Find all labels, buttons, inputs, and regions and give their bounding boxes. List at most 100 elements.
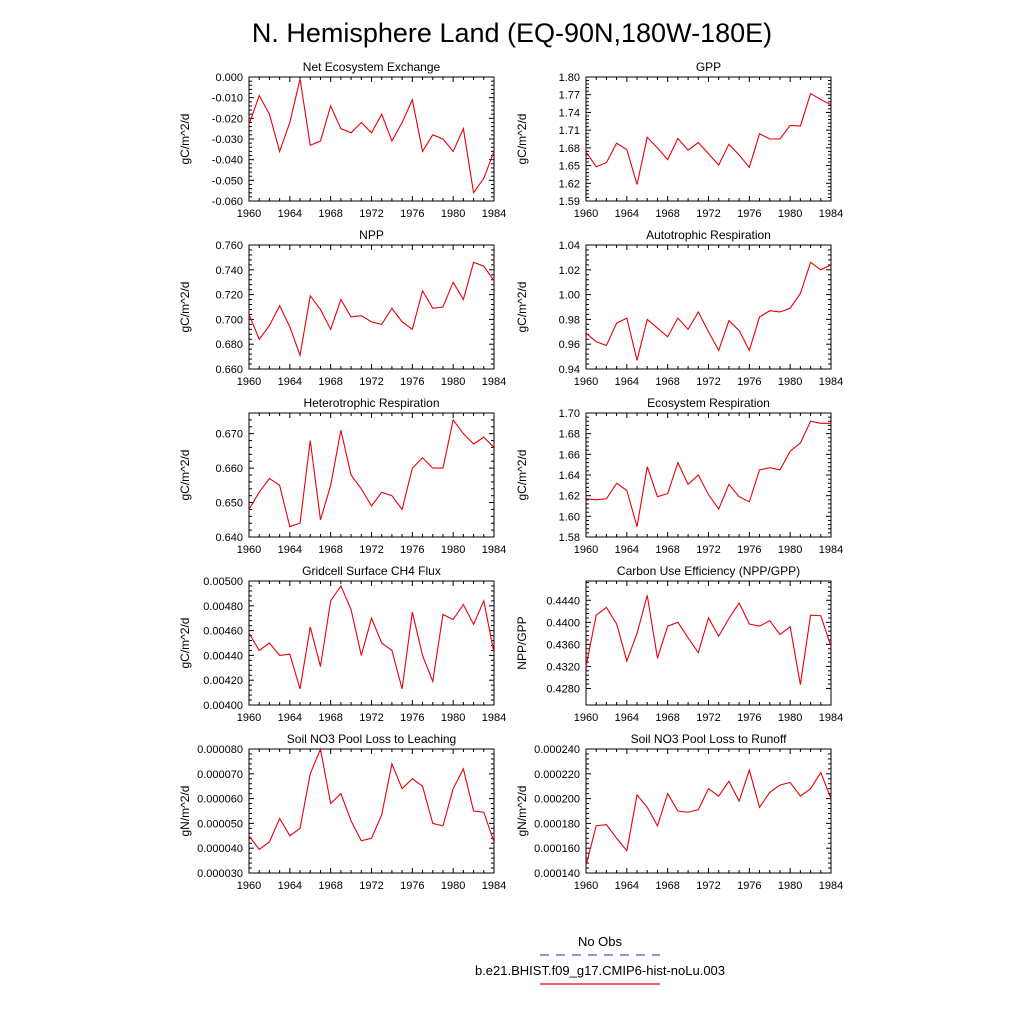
x-tick-label: 1980 bbox=[778, 880, 802, 892]
panel-title: Ecosystem Respiration bbox=[647, 396, 770, 410]
x-tick-label: 1976 bbox=[737, 712, 761, 724]
x-tick-label: 1984 bbox=[482, 712, 506, 724]
x-tick-label: 1976 bbox=[737, 544, 761, 556]
x-tick-label: 1980 bbox=[441, 376, 465, 388]
chart-panel-4: Heterotrophic Respiration gC/m^2/d 1960 196… bbox=[178, 396, 506, 556]
x-tick-label: 1968 bbox=[655, 880, 679, 892]
y-tick-label: 0.000160 bbox=[534, 843, 580, 855]
plot-frame bbox=[585, 76, 832, 202]
y-axis-label: gC/m^2/d bbox=[178, 618, 192, 669]
x-tick-label: 1976 bbox=[737, 880, 761, 892]
x-tick-label: 1960 bbox=[237, 880, 261, 892]
x-tick-label: 1972 bbox=[696, 712, 720, 724]
plot-frame bbox=[585, 580, 832, 706]
y-tick-label: -0.010 bbox=[212, 93, 243, 105]
x-tick-label: 1972 bbox=[696, 376, 720, 388]
x-tick-label: 1980 bbox=[778, 544, 802, 556]
series-line bbox=[248, 261, 495, 358]
x-tick-label: 1960 bbox=[574, 208, 598, 220]
y-tick-label: -0.030 bbox=[212, 134, 243, 146]
x-tick-label: 1984 bbox=[819, 208, 843, 220]
x-tick-label: 1976 bbox=[400, 544, 424, 556]
series-line bbox=[248, 78, 495, 195]
x-tick-label: 1984 bbox=[482, 376, 506, 388]
series-line bbox=[248, 418, 495, 528]
y-tick-label: 1.80 bbox=[559, 72, 580, 84]
series-line bbox=[585, 261, 832, 361]
y-tick-label: 0.00440 bbox=[203, 650, 243, 662]
y-tick-label: 0.000070 bbox=[197, 769, 243, 781]
y-tick-label: 0.660 bbox=[215, 463, 243, 475]
x-tick-label: 1984 bbox=[482, 208, 506, 220]
x-tick-label: 1960 bbox=[574, 544, 598, 556]
y-tick-label: 1.68 bbox=[559, 429, 580, 441]
x-tick-label: 1968 bbox=[318, 376, 342, 388]
x-tick-label: 1960 bbox=[237, 376, 261, 388]
y-tick-label: 0.4400 bbox=[546, 617, 580, 629]
x-tick-label: 1964 bbox=[278, 376, 302, 388]
y-tick-label: 0.00420 bbox=[203, 675, 243, 687]
y-tick-label: 0.670 bbox=[215, 429, 243, 441]
series-line bbox=[585, 768, 832, 866]
chart-panel-6: Gridcell Surface CH4 Flux gC/m^2/d 1960 196… bbox=[178, 564, 506, 724]
y-axis-label: gC/m^2/d bbox=[178, 114, 192, 165]
x-tick-label: 1972 bbox=[359, 880, 383, 892]
y-tick-label: 1.04 bbox=[559, 240, 580, 252]
chart-panel-9: Soil NO3 Pool Loss to Runoff gN/m^2/d 1960… bbox=[515, 732, 843, 892]
x-tick-label: 1972 bbox=[696, 208, 720, 220]
x-tick-label: 1984 bbox=[482, 544, 506, 556]
y-tick-label: 0.00480 bbox=[203, 601, 243, 613]
plot-frame bbox=[248, 748, 495, 874]
x-tick-label: 1968 bbox=[318, 880, 342, 892]
y-tick-label: 0.96 bbox=[559, 339, 580, 351]
x-tick-label: 1968 bbox=[318, 208, 342, 220]
y-tick-label: -0.020 bbox=[212, 113, 243, 125]
panel-title: Net Ecosystem Exchange bbox=[303, 60, 441, 74]
y-tick-label: 0.000220 bbox=[534, 769, 580, 781]
legend-obs-label: No Obs bbox=[578, 934, 623, 949]
x-tick-label: 1972 bbox=[359, 208, 383, 220]
y-tick-label: 0.000 bbox=[215, 72, 243, 84]
x-tick-label: 1960 bbox=[237, 208, 261, 220]
y-tick-label: 0.700 bbox=[215, 314, 243, 326]
x-tick-label: 1964 bbox=[615, 712, 639, 724]
chart-panel-5: Ecosystem Respiration gC/m^2/d 1960 1964 196… bbox=[515, 396, 843, 556]
y-tick-label: 1.59 bbox=[559, 196, 580, 208]
x-tick-label: 1972 bbox=[359, 376, 383, 388]
y-tick-label: 0.000180 bbox=[534, 818, 580, 830]
y-axis-label: NPP/GPP bbox=[515, 616, 529, 669]
x-tick-label: 1964 bbox=[615, 544, 639, 556]
y-tick-label: 1.00 bbox=[559, 290, 580, 302]
x-tick-label: 1968 bbox=[318, 544, 342, 556]
y-tick-label: 0.4440 bbox=[546, 595, 580, 607]
panel-title: Soil NO3 Pool Loss to Runoff bbox=[631, 732, 788, 746]
x-tick-label: 1972 bbox=[696, 544, 720, 556]
x-tick-label: 1964 bbox=[615, 208, 639, 220]
x-tick-label: 1964 bbox=[278, 880, 302, 892]
y-axis-label: gN/m^2/d bbox=[515, 786, 529, 837]
series-line bbox=[248, 747, 495, 851]
y-tick-label: 0.4360 bbox=[546, 639, 580, 651]
y-tick-label: 1.70 bbox=[559, 408, 580, 420]
panel-title: GPP bbox=[696, 60, 721, 74]
y-tick-label: 1.60 bbox=[559, 511, 580, 523]
x-tick-label: 1984 bbox=[819, 544, 843, 556]
x-tick-label: 1984 bbox=[819, 376, 843, 388]
panel-title: Soil NO3 Pool Loss to Leaching bbox=[287, 732, 456, 746]
legend-case-label: b.e21.BHIST.f09_g17.CMIP6-hist-noLu.003 bbox=[475, 963, 725, 978]
y-tick-label: 0.000050 bbox=[197, 818, 243, 830]
x-tick-label: 1960 bbox=[574, 712, 598, 724]
plot-frame bbox=[248, 244, 495, 370]
y-tick-label: -0.050 bbox=[212, 175, 243, 187]
y-axis-label: gC/m^2/d bbox=[515, 114, 529, 165]
x-tick-label: 1984 bbox=[819, 880, 843, 892]
y-tick-label: 0.94 bbox=[559, 364, 580, 376]
chart-panel-1: GPP gC/m^2/d 1960 1964 1968 1972 1976 1980 1984 1… bbox=[515, 60, 843, 220]
y-tick-label: 0.000240 bbox=[534, 744, 580, 756]
x-tick-label: 1964 bbox=[278, 712, 302, 724]
y-tick-label: 0.000080 bbox=[197, 744, 243, 756]
y-axis-label: gC/m^2/d bbox=[178, 282, 192, 333]
y-tick-label: 0.650 bbox=[215, 498, 243, 510]
chart-panel-3: Autotrophic Respiration gC/m^2/d 1960 1964 1… bbox=[515, 228, 843, 388]
